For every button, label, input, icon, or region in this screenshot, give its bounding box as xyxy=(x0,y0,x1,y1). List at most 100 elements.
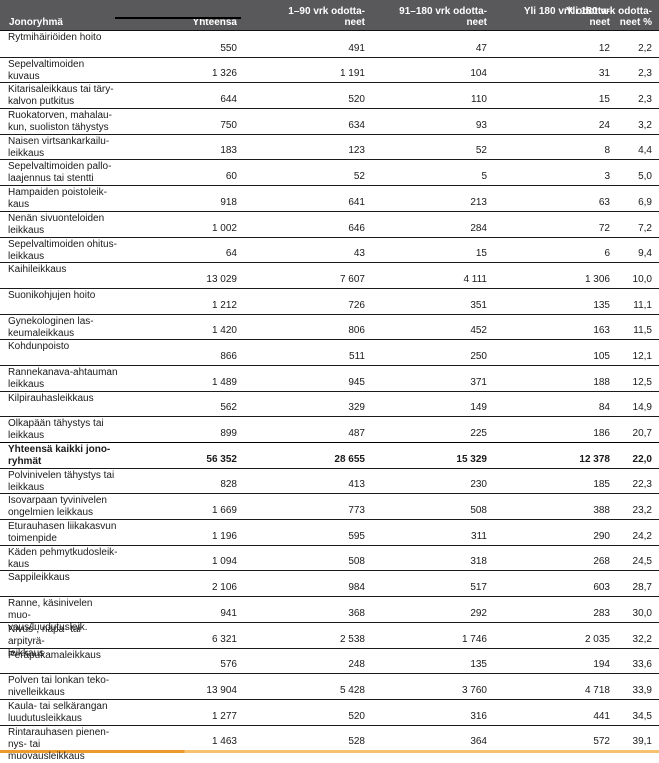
row-value-1-90-vrk: 413 xyxy=(348,479,365,491)
row-value-1-90-vrk: 595 xyxy=(348,530,365,542)
row-value-1-90-vrk: 7 607 xyxy=(339,273,365,285)
row-label: Sepelvaltimoiden kuvaus xyxy=(8,58,85,82)
row-value-91-180-vrk: 1 746 xyxy=(461,633,487,645)
row-value-yli-180-vrk-pct: 2,3 xyxy=(638,94,652,106)
row-value-yli-180-vrk: 603 xyxy=(593,582,610,594)
row-value-yli-180-vrk-pct: 12,1 xyxy=(632,350,652,362)
row-value-yhteensa: 56 352 xyxy=(206,453,237,465)
row-value-yli-180-vrk: 84 xyxy=(598,402,610,414)
row-label: Kaula- tai selkärangan luudutusleikkaus xyxy=(8,700,108,724)
row-label: Nivus-, napa- tai arpityrä- leikkaus xyxy=(8,623,81,659)
table-row: Ranne, käsinivelen muo- vaus/luudutuslei… xyxy=(0,596,659,633)
row-value-yli-180-vrk-pct: 3,2 xyxy=(638,119,652,131)
row-value-yhteensa: 918 xyxy=(220,196,237,208)
row-label: Kohdunpoisto xyxy=(8,341,70,353)
table-row: Nivus-, napa- tai arpityrä- leikkaus 6 32… xyxy=(0,621,659,659)
row-label: Kaihileikkaus xyxy=(8,264,67,276)
table-row: Sappileikkaus 2 106 984 517 603 28,7 xyxy=(0,570,659,596)
row-value-yhteensa: 576 xyxy=(220,659,237,671)
row-value-1-90-vrk: 2 538 xyxy=(339,633,365,645)
row-value-yli-180-vrk: 135 xyxy=(593,299,610,311)
row-value-yli-180-vrk: 63 xyxy=(598,196,610,208)
row-value-91-180-vrk: 5 xyxy=(481,171,487,183)
row-value-yli-180-vrk: 3 xyxy=(604,171,610,183)
row-value-yhteensa: 1 277 xyxy=(211,710,237,722)
row-value-yli-180-vrk-pct: 7,2 xyxy=(638,222,652,234)
table-row: Naisen virtsankarkailu- leikkaus 183 123 52… xyxy=(0,133,659,160)
row-value-yhteensa: 1 420 xyxy=(211,325,237,337)
row-value-91-180-vrk: 52 xyxy=(475,145,487,157)
col-header-yli-180-vrk-pct: Yli 180 vrk odotta- neet % xyxy=(565,6,652,28)
row-value-yli-180-vrk-pct: 5,0 xyxy=(638,171,652,183)
table-row: Käden pehmytkudosleik- kaus 1 094 508 318 26… xyxy=(0,544,659,571)
row-label: Rannekanava-ahtauman leikkaus xyxy=(8,366,118,390)
row-value-91-180-vrk: 15 xyxy=(475,248,487,260)
table-row: Sepelvaltimoiden ohitus- leikkaus 64 43 15 6… xyxy=(0,236,659,263)
row-label: Polven tai lonkan teko- nivelleikkaus xyxy=(8,675,110,699)
col-header-1-90-vrk: 1–90 vrk odotta- neet xyxy=(288,6,365,28)
row-value-yli-180-vrk-pct: 23,2 xyxy=(632,505,652,517)
row-value-yli-180-vrk: 441 xyxy=(593,710,610,722)
row-value-yli-180-vrk: 12 378 xyxy=(579,453,610,465)
row-value-yli-180-vrk-pct: 32,2 xyxy=(632,633,652,645)
table-row: Kaihileikkaus 13 029 7 607 4 111 1 306 10,0 xyxy=(0,262,659,288)
row-value-yhteensa: 2 106 xyxy=(211,582,237,594)
row-value-91-180-vrk: 135 xyxy=(470,659,487,671)
row-value-yhteensa: 550 xyxy=(220,42,237,54)
table-row: Ruokatorven, mahalau- kun, suoliston täh… xyxy=(0,108,659,134)
row-value-91-180-vrk: 292 xyxy=(470,607,487,619)
row-value-yhteensa: 644 xyxy=(220,94,237,106)
row-value-yhteensa: 750 xyxy=(220,119,237,131)
row-value-yhteensa: 941 xyxy=(220,607,237,619)
col-header-yli-180-vrk: Yli 180 vrk odotta- neet xyxy=(523,6,610,28)
row-value-yli-180-vrk: 72 xyxy=(598,222,610,234)
row-value-91-180-vrk: 4 111 xyxy=(463,273,487,285)
row-value-yhteensa: 1 002 xyxy=(211,222,237,234)
row-value-91-180-vrk: 508 xyxy=(470,505,487,517)
table-row: Sepelvaltimoiden pallo- laajennus tai st… xyxy=(0,159,659,185)
row-value-91-180-vrk: 250 xyxy=(470,350,487,362)
row-value-yli-180-vrk: 1 306 xyxy=(584,273,610,285)
row-value-yli-180-vrk: 163 xyxy=(593,325,610,337)
row-value-yli-180-vrk-pct: 34,5 xyxy=(632,710,652,722)
row-value-yli-180-vrk: 290 xyxy=(593,530,610,542)
row-value-yli-180-vrk: 268 xyxy=(593,556,610,568)
row-value-yhteensa: 899 xyxy=(220,428,237,439)
row-value-91-180-vrk: 47 xyxy=(475,42,487,54)
table-row: Suonikohjujen hoito 1 212 726 351 135 11,1 xyxy=(0,287,659,314)
row-value-1-90-vrk: 248 xyxy=(348,659,365,671)
row-value-yli-180-vrk: 15 xyxy=(598,94,610,106)
row-value-yli-180-vrk: 31 xyxy=(598,68,610,80)
row-value-91-180-vrk: 149 xyxy=(470,402,487,414)
table-header: Jonoryhmä Yhteensä 1–90 vrk odotta- neet… xyxy=(0,0,659,31)
table-row: Olkapään tähystys tai leikkaus 899 487 225 1… xyxy=(0,416,659,442)
row-value-yli-180-vrk-pct: 2,3 xyxy=(638,68,652,80)
row-value-91-180-vrk: 230 xyxy=(470,479,487,491)
row-label: Polvinivelen tähystys tai leikkaus xyxy=(8,469,115,493)
row-value-yli-180-vrk: 6 xyxy=(604,248,610,260)
col-header-yhteensa: Yhteensä xyxy=(192,17,237,28)
table-row: Polvinivelen tähystys tai leikkaus 828 413… xyxy=(0,467,659,494)
row-label: Rintarauhasen pienen- nys- tai muovausle… xyxy=(8,726,110,762)
row-value-91-180-vrk: 318 xyxy=(470,556,487,568)
row-value-yli-180-vrk: 105 xyxy=(593,350,610,362)
table-row: Rannekanava-ahtauman leikkaus 1 489 945 371… xyxy=(0,364,659,391)
col-header-jonoryhma: Jonoryhmä xyxy=(9,17,63,28)
row-label: Suonikohjujen hoito xyxy=(8,289,96,301)
row-label: Ranne, käsinivelen muo- vaus/luudutuslei… xyxy=(8,598,93,634)
row-label: Isovarpaan tyvinivelen ongelmien leikkau… xyxy=(8,495,107,519)
row-value-yhteensa: 1 669 xyxy=(211,505,237,517)
row-value-yli-180-vrk-pct: 30,0 xyxy=(632,607,652,619)
row-value-1-90-vrk: 487 xyxy=(348,428,365,439)
row-value-yli-180-vrk: 188 xyxy=(593,376,610,388)
row-value-yhteensa: 1 212 xyxy=(211,299,237,311)
row-value-yli-180-vrk-pct: 11,5 xyxy=(633,325,652,337)
table-row: Gynekologinen las- keumaleikkaus 1 420 806… xyxy=(0,313,659,340)
row-value-yli-180-vrk: 572 xyxy=(593,736,610,748)
col-header-91-180-vrk: 91–180 vrk odotta- neet xyxy=(399,6,487,28)
row-value-91-180-vrk: 311 xyxy=(471,530,487,542)
row-value-yhteensa: 6 321 xyxy=(211,633,237,645)
table-row: Hampaiden poistoleik- kaus 918 641 213 63 6,9 xyxy=(0,185,659,211)
row-value-yli-180-vrk-pct: 24,5 xyxy=(632,556,652,568)
row-value-1-90-vrk: 43 xyxy=(353,248,365,260)
